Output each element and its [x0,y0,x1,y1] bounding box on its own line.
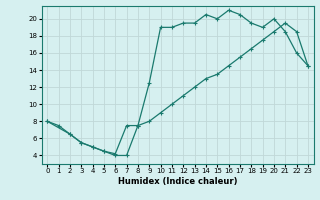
X-axis label: Humidex (Indice chaleur): Humidex (Indice chaleur) [118,177,237,186]
